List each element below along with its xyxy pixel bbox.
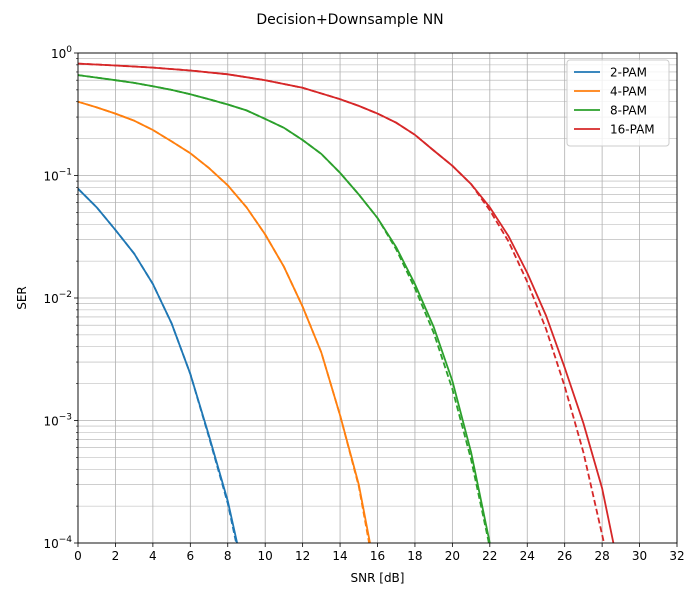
y-tick-label: 10−4 bbox=[43, 535, 72, 551]
legend: 2-PAM 4-PAM 8-PAM 16-PAM bbox=[566, 59, 670, 147]
x-tick-label: 8 bbox=[224, 549, 232, 563]
x-tick-label: 24 bbox=[520, 549, 535, 563]
series-lines bbox=[78, 62, 615, 543]
x-tick-label: 18 bbox=[407, 549, 422, 563]
legend-label-8-PAM: 8-PAM bbox=[610, 104, 647, 118]
x-tick-label: 12 bbox=[295, 549, 310, 563]
x-tick-label: 2 bbox=[112, 549, 120, 563]
legend-label-16-PAM: 16-PAM bbox=[610, 123, 655, 137]
legend-label-4-PAM: 4-PAM bbox=[610, 85, 647, 99]
x-tick-label: 22 bbox=[482, 549, 497, 563]
x-tick-label: 16 bbox=[370, 549, 385, 563]
x-tick-label: 32 bbox=[669, 549, 684, 563]
y-tick-label: 10−1 bbox=[43, 168, 72, 184]
series-line-2-PAM bbox=[78, 188, 238, 543]
series-line-8-PAM bbox=[78, 74, 491, 543]
x-axis-label: SNR [dB] bbox=[351, 571, 405, 585]
x-tick-label: 14 bbox=[332, 549, 347, 563]
x-tick-label: 4 bbox=[149, 549, 157, 563]
x-tick-label: 6 bbox=[186, 549, 194, 563]
series-line-4-PAM bbox=[78, 100, 371, 543]
x-tick-label: 30 bbox=[632, 549, 647, 563]
y-tick-label: 100 bbox=[51, 45, 72, 61]
legend-box bbox=[566, 59, 670, 147]
chart-title: Decision+Downsample NN bbox=[256, 12, 443, 28]
x-tick-label: 26 bbox=[557, 549, 572, 563]
y-axis-label: SER bbox=[15, 286, 29, 310]
x-tick-label: 20 bbox=[445, 549, 460, 563]
tick-labels: 0 2 4 6 8 10 12 14 16 18 20 22 24 26 28 30 3210−410−310−… bbox=[43, 45, 684, 563]
legend-label-2-PAM: 2-PAM bbox=[610, 66, 647, 80]
x-tick-label: 0 bbox=[74, 549, 82, 563]
y-tick-label: 10−2 bbox=[43, 290, 72, 306]
y-tick-label: 10−3 bbox=[43, 413, 72, 429]
x-tick-label: 28 bbox=[594, 549, 609, 563]
series-line-16-PAM bbox=[78, 62, 615, 543]
x-tick-label: 10 bbox=[258, 549, 273, 563]
